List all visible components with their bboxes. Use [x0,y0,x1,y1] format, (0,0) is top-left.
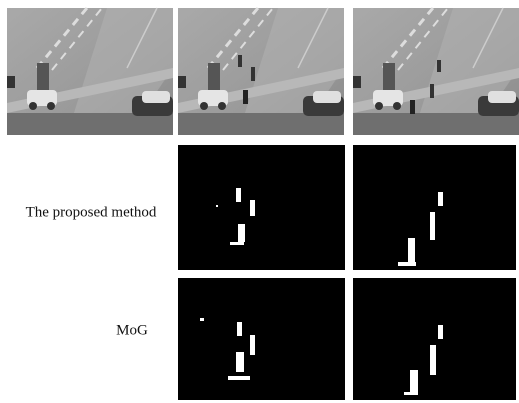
mask-image [353,278,516,400]
figure: The proposed method MoG [0,0,519,403]
frame-image [353,8,519,135]
row-label: The proposed method [26,204,157,220]
page: The proposed method MoG (() => { const d… [0,0,519,403]
mask-image [178,145,345,270]
row-label: MoG [116,322,148,338]
frame-image [178,8,344,135]
mask-image [353,145,516,270]
frame-image [7,8,173,135]
mask-image [178,278,345,400]
